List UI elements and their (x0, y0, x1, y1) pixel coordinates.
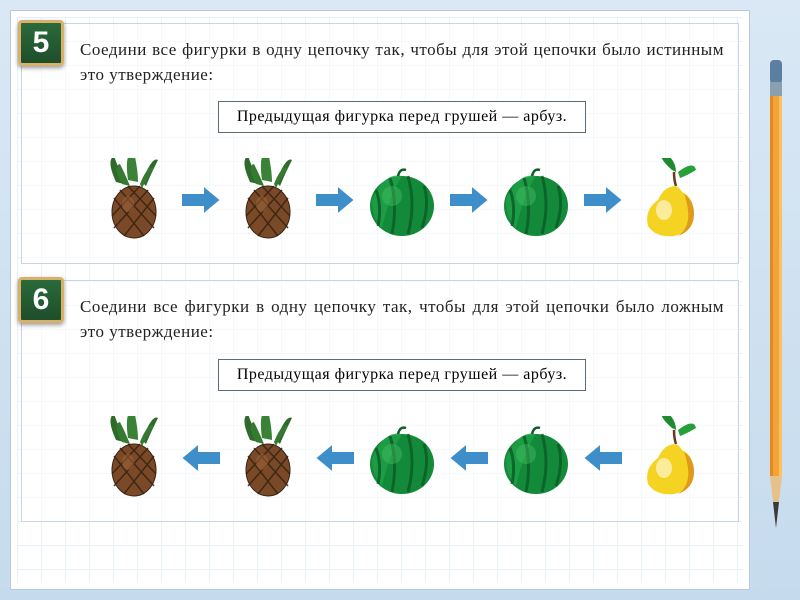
pear-icon (631, 419, 709, 497)
pineapple-icon (229, 419, 307, 497)
task-6: 6 Соедини все фигурки в одну цепочку так… (21, 280, 739, 521)
watermelon-icon (497, 161, 575, 239)
task-number-badge: 5 (18, 20, 64, 66)
fruit-chain (80, 413, 724, 503)
pineapple-icon (95, 161, 173, 239)
pear-icon (631, 161, 709, 239)
worksheet-page: 5 Соедини все фигурки в одну цепочку так… (10, 10, 750, 590)
arrow-right-icon (581, 181, 625, 219)
pineapple-icon (95, 419, 173, 497)
arrow-left-icon (179, 439, 223, 477)
arrow-left-icon (313, 439, 357, 477)
watermelon-icon (497, 419, 575, 497)
rule-box: Предыдущая фигурка перед грушей — арбуз. (218, 101, 586, 133)
arrow-left-icon (581, 439, 625, 477)
pencil-decoration (764, 60, 788, 540)
task-instruction: Соедини все фигурки в одну цепочку так, … (80, 38, 724, 87)
task-5: 5 Соедини все фигурки в одну цепочку так… (21, 23, 739, 264)
watermelon-icon (363, 419, 441, 497)
arrow-right-icon (313, 181, 357, 219)
arrow-right-icon (179, 181, 223, 219)
arrow-right-icon (447, 181, 491, 219)
task-instruction: Соедини все фигурки в одну цепочку так, … (80, 295, 724, 344)
fruit-chain (80, 155, 724, 245)
rule-box: Предыдущая фигурка перед грушей — арбуз. (218, 359, 586, 391)
task-number-badge: 6 (18, 277, 64, 323)
watermelon-icon (363, 161, 441, 239)
arrow-left-icon (447, 439, 491, 477)
pineapple-icon (229, 161, 307, 239)
